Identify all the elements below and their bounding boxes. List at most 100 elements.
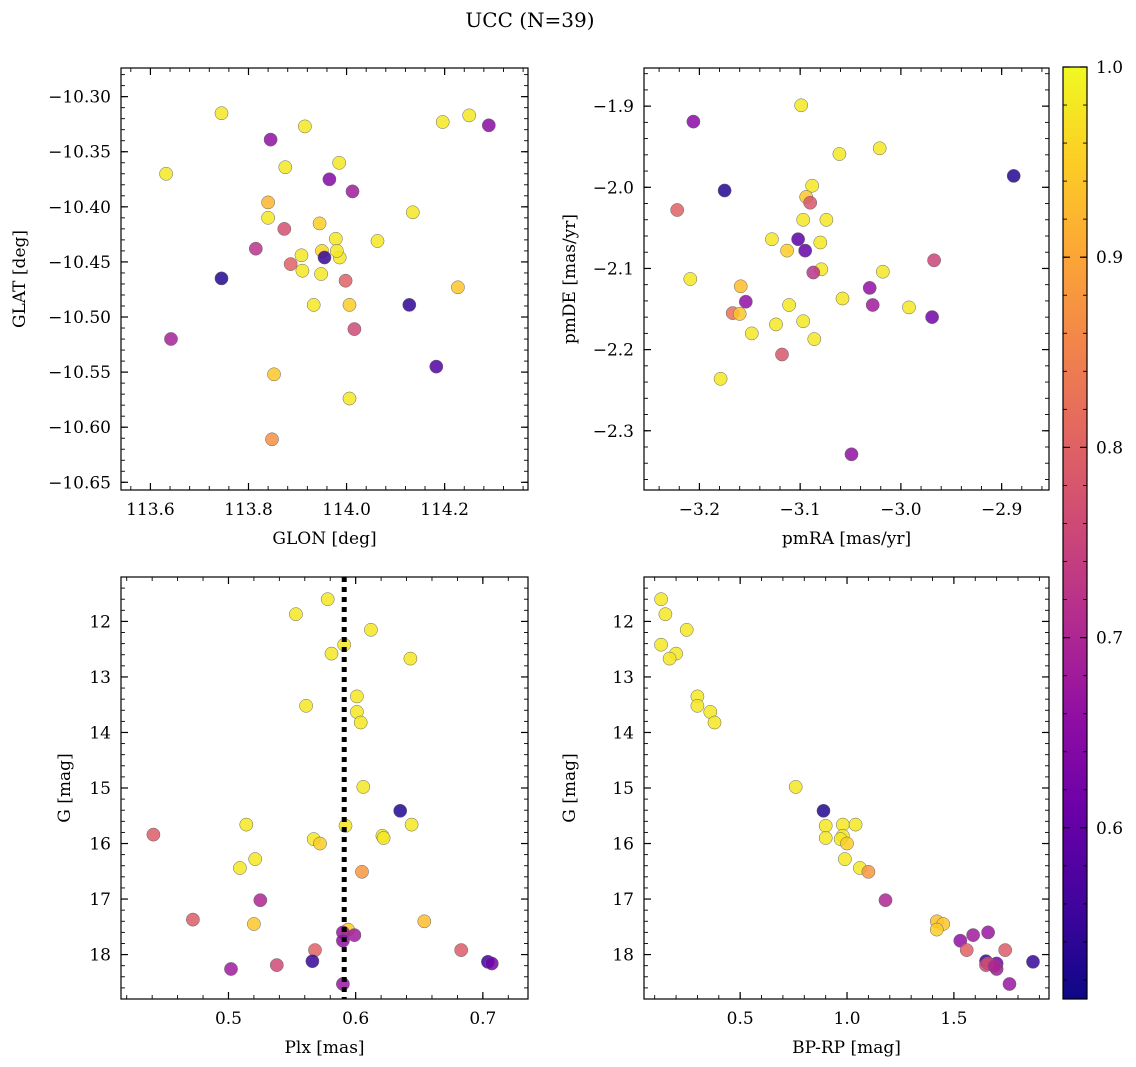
data-point [806,265,821,280]
scatter-panel-2: −3.2 −3.1 −3.0 −2.9 −1.9 −2.0 −2.1 −2.2 −2.3 pmRA… [560,67,1050,549]
data-point [966,928,980,942]
data-point [239,817,254,832]
data-point [329,244,344,258]
y-tick-label: 17 [89,890,111,910]
axes-frame [643,67,1050,491]
data-point [417,914,432,929]
data-point [355,864,369,879]
data-point [878,893,893,908]
data-point [295,263,310,278]
data-point [819,212,834,227]
scatter-panel-4: 0.5 1.0 1.5 12 13 14 15 16 17 18 BP-RP [mag] G [mag… [560,576,1050,1058]
data-point [299,698,313,713]
y-axis-label: G [mag] [55,753,75,822]
data-point [146,827,161,842]
data-point [875,264,890,279]
y-tick-label: 12 [612,612,634,632]
y-tick-label: 15 [89,779,111,799]
figure-title: UCC (N=39) [465,8,594,32]
data-point [744,326,759,341]
data-point [338,273,353,288]
data-point [263,132,278,147]
data-point [794,98,809,113]
data-points [159,106,496,447]
data-point [345,184,360,199]
data-point [278,160,293,175]
data-points [146,592,499,991]
y-tick-label: −10.40 [48,198,111,218]
y-tick-label: −1.9 [593,97,634,117]
y-tick-label: −2.1 [593,259,634,279]
data-point [782,298,796,312]
axes-frame [120,67,529,491]
y-tick-label: −10.35 [48,143,111,163]
data-point [248,852,263,866]
data-point [686,114,701,129]
x-axis-label: Plx [mas] [284,1038,364,1058]
y-tick-label: −2.2 [593,341,634,361]
data-point [805,178,820,193]
data-point [832,147,847,161]
data-point [775,347,789,362]
colorbar-gradient [1063,67,1087,999]
data-point [981,925,995,940]
y-tick-label: 17 [612,890,634,910]
data-point [807,332,822,346]
data-point [247,917,261,931]
data-point [332,155,347,170]
data-point [484,956,499,971]
y-tick-label: −10.30 [48,88,111,108]
y-tick-label: 18 [89,946,111,966]
data-point [717,183,732,198]
colorbar-frame [1062,66,1088,1000]
x-tick-label: 114.0 [322,500,371,520]
x-axis-label: pmRA [mas/yr] [782,529,911,549]
data-point [159,166,173,181]
data-point [320,592,335,607]
data-point [277,222,292,236]
x-tick-label: 0.5 [215,1009,242,1029]
axes-frame [120,576,529,1000]
data-point [816,803,831,818]
data-point [796,314,811,329]
x-axis-label: BP-RP [mag] [792,1038,901,1058]
data-point [164,332,178,346]
x-tick-label: 113.8 [224,500,273,520]
colorbar-tick-label: 0.8 [1096,438,1123,458]
y-tick-label: −10.50 [48,308,111,328]
data-point [872,141,887,156]
y-tick-label: 13 [612,668,634,688]
data-point [818,818,833,833]
data-point [298,119,312,134]
data-point [261,195,275,210]
data-point [404,817,419,832]
data-point [393,803,408,818]
x-tick-label: 0.6 [342,1009,369,1029]
data-point [679,622,694,637]
data-point [1006,169,1021,183]
data-point [765,232,779,247]
data-point [214,271,229,286]
data-point [998,943,1013,957]
data-point [844,447,859,462]
x-tick-label: −3.1 [780,500,821,520]
data-point [353,715,368,730]
data-point [265,432,279,447]
y-tick-label: −10.60 [48,418,111,438]
y-axis-label: G [mag] [560,753,580,822]
data-point [840,836,854,851]
data-point [925,310,939,324]
data-point [328,231,343,246]
x-tick-label: 1.0 [834,1009,861,1029]
data-point [813,235,828,250]
y-tick-label: 18 [612,946,634,966]
data-point [314,267,328,281]
data-point [317,250,332,265]
y-tick-label: −2.3 [593,422,634,442]
data-point [350,689,364,704]
data-point [347,322,362,336]
data-point [683,272,698,286]
data-point [654,637,668,652]
x-tick-label: 113.6 [126,500,175,520]
